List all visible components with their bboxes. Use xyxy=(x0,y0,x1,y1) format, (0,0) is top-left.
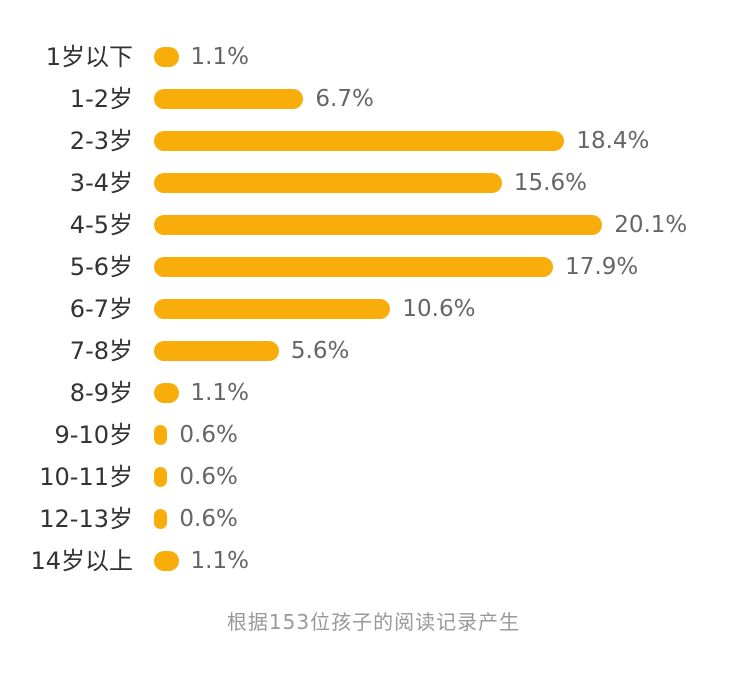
bar xyxy=(154,467,168,487)
value-label: 5.6% xyxy=(290,338,350,364)
bar xyxy=(154,47,179,67)
category-label: 4-5岁 xyxy=(69,211,133,239)
value-label: 20.1% xyxy=(614,212,688,238)
category-label: 6-7岁 xyxy=(69,295,133,323)
bar xyxy=(154,551,179,571)
chart-row: 7-8岁 5.6% xyxy=(0,330,747,372)
chart-row: 2-3岁 18.4% xyxy=(0,120,747,162)
value-label: 17.9% xyxy=(565,254,639,280)
value-label: 15.6% xyxy=(513,170,587,196)
bar xyxy=(154,215,603,235)
bar xyxy=(154,341,279,361)
category-label: 10-11岁 xyxy=(39,463,133,491)
chart-row: 10-11岁 0.6% xyxy=(0,456,747,498)
category-label: 1岁以下 xyxy=(45,43,133,71)
value-label: 1.1% xyxy=(190,548,249,574)
value-label: 1.1% xyxy=(190,44,249,70)
category-label: 3-4岁 xyxy=(69,169,133,197)
value-label: 18.4% xyxy=(576,128,650,154)
bar xyxy=(154,425,168,445)
age-distribution-bar-chart: 1岁以下 1.1% 1-2岁 6.7% 2-3岁 18.4% 3-4岁 15.6… xyxy=(0,36,747,582)
value-label: 0.6% xyxy=(179,506,238,532)
chart-row: 4-5岁 20.1% xyxy=(0,204,747,246)
category-label: 8-9岁 xyxy=(69,379,133,407)
chart-row: 3-4岁 15.6% xyxy=(0,162,747,204)
chart-footnote: 根据153位孩子的阅读记录产生 xyxy=(226,610,521,634)
category-label: 9-10岁 xyxy=(54,421,133,449)
category-label: 12-13岁 xyxy=(39,505,133,533)
bar xyxy=(154,89,304,109)
chart-row: 9-10岁 0.6% xyxy=(0,414,747,456)
category-label: 1-2岁 xyxy=(69,85,133,113)
chart-row: 6-7岁 10.6% xyxy=(0,288,747,330)
category-label: 2-3岁 xyxy=(69,127,133,155)
chart-row: 5-6岁 17.9% xyxy=(0,246,747,288)
category-label: 14岁以上 xyxy=(30,547,133,575)
bar xyxy=(154,257,554,277)
category-label: 5-6岁 xyxy=(69,253,133,281)
bar xyxy=(154,383,179,403)
chart-row: 12-13岁 0.6% xyxy=(0,498,747,540)
bar xyxy=(154,173,502,193)
chart-row: 8-9岁 1.1% xyxy=(0,372,747,414)
value-label: 6.7% xyxy=(315,86,374,112)
chart-row: 1-2岁 6.7% xyxy=(0,78,747,120)
value-label: 0.6% xyxy=(179,422,238,448)
value-label: 10.6% xyxy=(402,296,476,322)
chart-row: 1岁以下 1.1% xyxy=(0,36,747,78)
chart-row: 14岁以上 1.1% xyxy=(0,540,747,582)
value-label: 0.6% xyxy=(179,464,238,490)
bar xyxy=(154,299,391,319)
bar xyxy=(154,131,565,151)
bar xyxy=(154,509,168,529)
value-label: 1.1% xyxy=(190,380,249,406)
category-label: 7-8岁 xyxy=(69,337,133,365)
